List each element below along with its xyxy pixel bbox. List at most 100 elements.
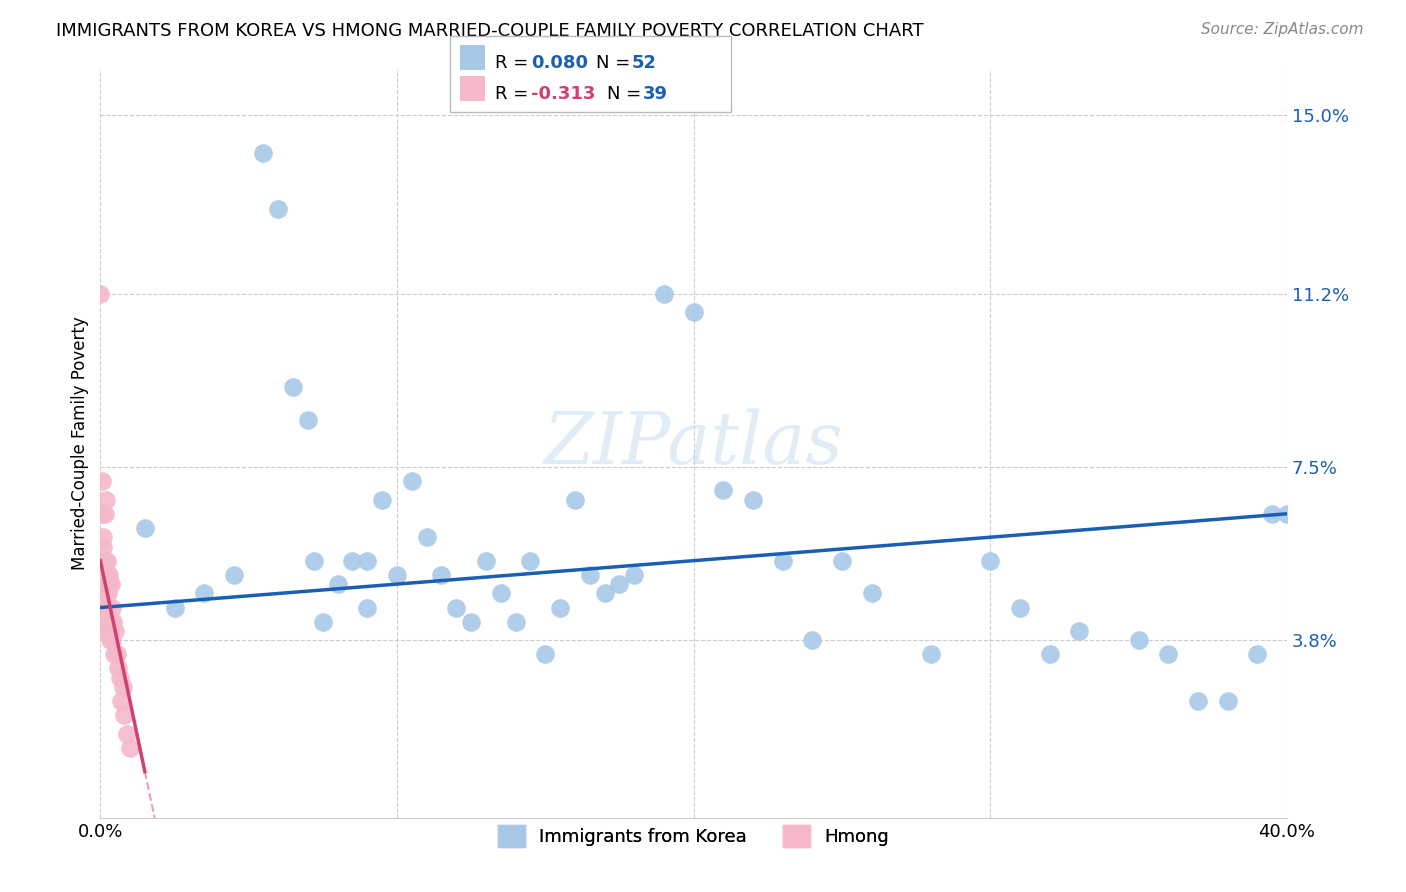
Point xyxy=(1246,648,1268,662)
Text: 0.080: 0.080 xyxy=(531,54,589,72)
Point xyxy=(446,600,468,615)
Point xyxy=(1275,507,1298,521)
Point xyxy=(356,600,378,615)
Text: IMMIGRANTS FROM KOREA VS HMONG MARRIED-COUPLE FAMILY POVERTY CORRELATION CHART: IMMIGRANTS FROM KOREA VS HMONG MARRIED-C… xyxy=(56,22,924,40)
Point xyxy=(91,577,114,591)
Point xyxy=(98,633,121,648)
Text: -0.313: -0.313 xyxy=(531,85,596,103)
Point xyxy=(100,615,122,629)
Point xyxy=(110,694,132,708)
Point xyxy=(101,615,124,629)
Point xyxy=(519,554,541,568)
Point xyxy=(475,554,498,568)
Point xyxy=(430,567,453,582)
Point xyxy=(371,492,394,507)
Point xyxy=(97,577,120,591)
Point xyxy=(283,380,305,394)
Point xyxy=(107,661,129,675)
Point xyxy=(89,286,111,301)
Point xyxy=(105,648,128,662)
Point xyxy=(831,554,853,568)
Point xyxy=(564,492,586,507)
Point xyxy=(118,741,141,756)
Point xyxy=(96,624,118,638)
Point xyxy=(103,648,125,662)
Point xyxy=(342,554,364,568)
Point xyxy=(94,615,117,629)
Text: 39: 39 xyxy=(643,85,668,103)
Point xyxy=(193,586,215,600)
Point xyxy=(979,554,1001,568)
Point xyxy=(801,633,824,648)
Point xyxy=(93,554,115,568)
Text: R =: R = xyxy=(495,85,534,103)
Point xyxy=(548,600,571,615)
Point xyxy=(623,567,645,582)
Point xyxy=(94,507,117,521)
Point xyxy=(100,577,122,591)
Point xyxy=(920,648,942,662)
Point xyxy=(1261,507,1284,521)
Point xyxy=(97,586,120,600)
Y-axis label: Married-Couple Family Poverty: Married-Couple Family Poverty xyxy=(72,317,89,570)
Point xyxy=(134,521,156,535)
Point xyxy=(460,615,482,629)
Point xyxy=(108,671,131,685)
Point xyxy=(90,474,112,488)
Point xyxy=(96,567,118,582)
Point xyxy=(96,600,118,615)
Point xyxy=(297,413,319,427)
Point xyxy=(534,648,557,662)
Text: N =: N = xyxy=(596,54,636,72)
Point xyxy=(93,586,115,600)
Point xyxy=(312,615,335,629)
Point xyxy=(1216,694,1239,708)
Point xyxy=(860,586,883,600)
Point xyxy=(593,586,616,600)
Point xyxy=(609,577,631,591)
Point xyxy=(356,554,378,568)
Point xyxy=(96,554,118,568)
Point xyxy=(302,554,325,568)
Point xyxy=(91,540,114,554)
Legend: Immigrants from Korea, Hmong: Immigrants from Korea, Hmong xyxy=(491,818,897,855)
Point xyxy=(1069,624,1091,638)
Point xyxy=(505,615,527,629)
Point xyxy=(415,530,437,544)
Point xyxy=(163,600,186,615)
Point xyxy=(1128,633,1150,648)
Text: 52: 52 xyxy=(631,54,657,72)
Point xyxy=(97,624,120,638)
Point xyxy=(91,530,114,544)
Point xyxy=(772,554,794,568)
Point xyxy=(326,577,349,591)
Point xyxy=(742,492,765,507)
Text: R =: R = xyxy=(495,54,534,72)
Point xyxy=(90,507,112,521)
Point xyxy=(1157,648,1180,662)
Point xyxy=(101,633,124,648)
Point xyxy=(98,567,121,582)
Point xyxy=(385,567,408,582)
Text: ZIPatlas: ZIPatlas xyxy=(544,409,844,479)
Text: N =: N = xyxy=(607,85,647,103)
Point xyxy=(115,727,138,741)
Point xyxy=(112,708,135,723)
Point xyxy=(104,624,127,638)
Point xyxy=(111,680,134,694)
Point xyxy=(652,286,675,301)
Point xyxy=(96,492,118,507)
Text: Source: ZipAtlas.com: Source: ZipAtlas.com xyxy=(1201,22,1364,37)
Point xyxy=(94,554,117,568)
Point xyxy=(98,600,121,615)
Point xyxy=(267,202,290,216)
Point xyxy=(252,145,274,160)
Point xyxy=(489,586,512,600)
Point xyxy=(1008,600,1031,615)
Point xyxy=(401,474,423,488)
Point xyxy=(711,483,734,498)
Point xyxy=(101,600,124,615)
Point xyxy=(94,600,117,615)
Point xyxy=(1038,648,1060,662)
Point xyxy=(1187,694,1209,708)
